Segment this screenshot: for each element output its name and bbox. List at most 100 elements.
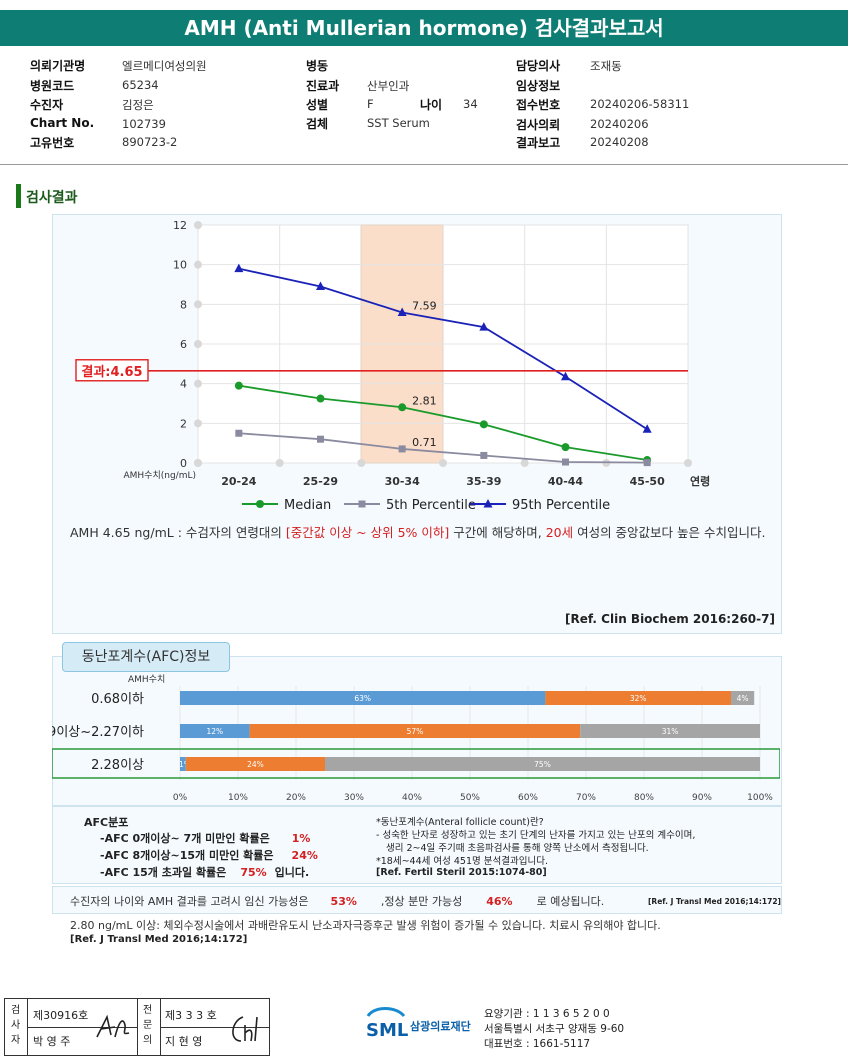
- desc-text: AMH 4.65 ng/mL : 수검자의 연령대의: [70, 525, 286, 540]
- afc-row-label: 0.68이하: [91, 692, 144, 707]
- median-point: [398, 403, 407, 412]
- p5-point: [398, 445, 406, 453]
- info-value: 102739: [122, 117, 166, 131]
- info-label: Chart No.: [30, 116, 95, 130]
- p95-point: [316, 281, 325, 290]
- footer-line: 서울특별시 서초구 양재동 9-60: [484, 1023, 625, 1035]
- info-value: 엘르메디여성의원: [122, 59, 207, 73]
- afc-distribution-row: -AFC 0개이상~ 7개 미만인 확률은 1%: [100, 830, 310, 846]
- axis-dot: [684, 459, 692, 467]
- afc-x-tick: 50%: [460, 793, 480, 803]
- divider: [0, 164, 848, 165]
- info-value: SST Serum: [367, 116, 430, 130]
- p95-point: [479, 322, 489, 331]
- inspector-signature: [96, 1014, 130, 1038]
- x-axis-end-label: 연령: [690, 474, 710, 488]
- info-label: 고유번호: [30, 136, 75, 150]
- afc-bar-segment: [580, 724, 760, 738]
- afc-bar-label: 1%: [179, 760, 191, 769]
- info-label: 결과보고: [516, 136, 561, 150]
- x-tick-label: 20-24: [221, 475, 257, 488]
- afc-dist-text: -AFC 15개 초과일 확률은: [100, 866, 227, 879]
- afc-x-tick: 80%: [634, 793, 654, 803]
- data-label: 7.59: [412, 299, 437, 312]
- median-point: [234, 381, 243, 390]
- reviewer-license: 제3 3 3 호: [165, 1009, 217, 1022]
- result-label: 결과:4.65: [81, 364, 142, 380]
- afc-x-tick: 10%: [228, 793, 248, 803]
- ohss-warning: 2.80 ng/mL 이상: 체외수정시술에서 과배란유도시 난소과자극증후군 …: [70, 919, 661, 932]
- p5-point: [480, 451, 488, 459]
- p95-point: [397, 307, 407, 316]
- section-title: 검사결과: [26, 190, 78, 206]
- axis-dot: [357, 459, 366, 467]
- afc-bar-label: 75%: [534, 760, 551, 769]
- info-label: 의뢰기관명: [30, 59, 86, 73]
- info-label: 담당의사: [516, 59, 561, 73]
- info-label: 검사의뢰: [516, 118, 561, 132]
- probability-reference: [Ref. J Transl Med 2016;14:172]: [648, 897, 781, 906]
- reviewer-signature: [232, 1016, 258, 1042]
- data-label: 0.71: [412, 436, 437, 449]
- afc-note-ref: [Ref. Fertil Steril 2015:1074-80]: [376, 867, 547, 878]
- axis-dot: [275, 459, 284, 467]
- afc-note: 생리 2~4일 주기때 초음파검사를 통해 양쪽 난소에서 측정됩니다.: [386, 843, 649, 854]
- amh-chart: 0 2 4 6 8 10 12 20-24 25-29 30-34 35-39 40-44 45-50 연…: [75, 219, 710, 513]
- afc-title: 동난포계수(AFC)정보: [62, 642, 230, 672]
- afc-bar-segment: [325, 757, 760, 771]
- afc-bar-segment: [180, 757, 186, 771]
- legend-label: 5th Percentile: [386, 498, 476, 513]
- axis-dot: [194, 379, 202, 388]
- footer-line: 대표번호 : 1661-5117: [484, 1038, 591, 1050]
- axis-dot: [194, 221, 202, 229]
- desc-age: 20세: [545, 525, 574, 540]
- afc-row-label: 0.69이상~2.27이하: [52, 725, 144, 740]
- info-label: 검체: [306, 117, 329, 131]
- y-tick-label: 4: [180, 378, 187, 391]
- p95-point: [561, 371, 570, 381]
- signature-box: 검사자 전문의 제30916호 박 영 주 제3 3 3 호 지 현 영: [4, 998, 270, 1056]
- afc-bar-label: 63%: [354, 694, 371, 703]
- info-value: 20240208: [590, 135, 649, 149]
- median-point: [479, 420, 488, 429]
- series-line: [238, 432, 648, 464]
- info-label: 병원코드: [30, 79, 75, 93]
- afc-row-label: 2.28이상: [91, 758, 144, 773]
- afc-bar-segment: [180, 691, 546, 705]
- legend-label: 95th Percentile: [512, 498, 610, 513]
- p95-point: [234, 263, 244, 273]
- afc-note: - 성숙한 난자로 성장하고 있는 초기 단계의 난자를 가지고 있는 난포의 …: [376, 830, 696, 841]
- afc-x-tick: 100%: [747, 793, 773, 803]
- afc-x-tick: 90%: [692, 793, 712, 803]
- afc-chart: AMH수치 0% 10% 20% 30% 40% 50% 60% 70% 80% 90% 100% 0.…: [52, 673, 780, 803]
- info-label: 진료과: [306, 79, 340, 93]
- afc-dist-value: 75%: [240, 866, 267, 879]
- info-value: 20240206: [590, 117, 649, 131]
- afc-bar-segment: [180, 724, 250, 738]
- info-label: 수진자: [30, 98, 64, 112]
- afc-bar-segment: [731, 691, 755, 705]
- afc-bar-segment: [545, 691, 731, 705]
- y-tick-label: 8: [180, 298, 187, 311]
- afc-x-tick: 20%: [286, 793, 306, 803]
- legend-marker: [358, 500, 366, 508]
- afc-dist-suffix: 입니다.: [274, 866, 310, 879]
- afc-bar-label: 31%: [662, 727, 679, 736]
- afc-note: *동난포계수(Anteral follicle count)란?: [376, 817, 544, 828]
- x-tick-label: 45-50: [630, 475, 666, 488]
- info-label: 임상정보: [516, 79, 561, 93]
- y-tick-label: 6: [180, 338, 187, 351]
- info-value: 김정은: [122, 98, 154, 112]
- prob-text: 로 예상됩니다.: [536, 895, 605, 908]
- median-point: [316, 394, 325, 403]
- x-tick-label: 30-34: [385, 475, 421, 488]
- axis-dot: [194, 419, 202, 428]
- reviewer-label: 전문의: [143, 1005, 153, 1046]
- y-axis-label: AMH수치(ng/mL): [123, 469, 196, 481]
- inspector-name: 박 영 주: [33, 1035, 71, 1048]
- info-value: 890723-2: [122, 135, 178, 149]
- afc-distribution-row: -AFC 15개 초과일 확률은 75% 입니다.: [100, 864, 309, 880]
- inspector-license: 제30916호: [33, 1009, 89, 1022]
- axis-dot: [194, 459, 202, 467]
- info-value: 조재동: [590, 59, 622, 73]
